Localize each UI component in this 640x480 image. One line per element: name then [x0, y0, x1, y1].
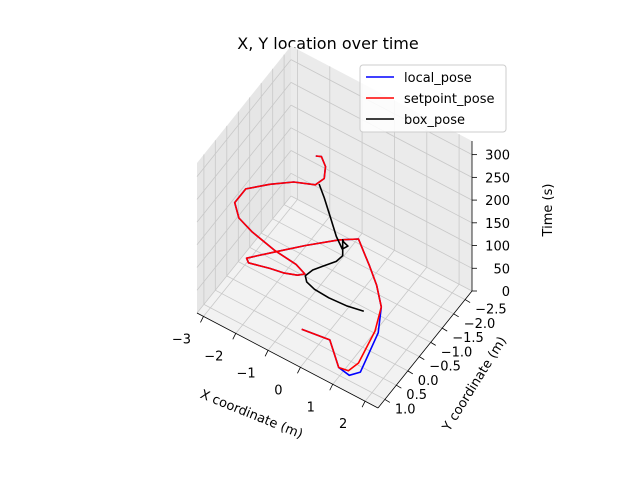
grid-lines	[196, 49, 473, 402]
y-tick-label: −0.5	[429, 360, 461, 375]
x-tick-mark	[329, 384, 334, 391]
y-tick-mark	[396, 384, 402, 389]
x-tick-mark	[200, 316, 204, 323]
legend-label: local_pose	[404, 71, 472, 86]
grid-line	[272, 218, 454, 315]
grid-line	[267, 233, 363, 351]
z-tick-label: 300	[485, 149, 510, 164]
y-tick-mark	[407, 370, 414, 375]
grid-line	[226, 275, 408, 372]
z-tick-label: 50	[493, 262, 510, 277]
y-tick-mark	[464, 299, 471, 303]
series-line-box-pose	[304, 183, 365, 313]
y-tick-mark	[441, 327, 448, 332]
legend-label: setpoint_pose	[404, 92, 495, 107]
y-tick-label: 0.5	[406, 388, 427, 403]
y-tick-label: 1.0	[395, 402, 416, 417]
grid-line	[364, 283, 460, 402]
grid-line	[238, 261, 420, 357]
grid-line	[290, 150, 473, 246]
grid-line	[215, 289, 397, 386]
left-pane	[197, 46, 291, 313]
grid-line	[196, 127, 292, 246]
x-tick-label: −2	[204, 349, 223, 364]
y-tick-label: −1.5	[452, 331, 484, 346]
x-axis-line	[196, 312, 379, 409]
legend-box	[359, 64, 507, 133]
x-axis-label: X coordinate (m)	[198, 387, 305, 442]
z-tick-label: 0	[502, 285, 510, 300]
y-tick-mark	[453, 313, 459, 318]
y-tick-label: 0.0	[418, 374, 439, 389]
axis-lines	[196, 141, 477, 409]
y-tick-label: −1.0	[441, 345, 473, 360]
grid-line	[290, 104, 473, 201]
series-lines	[233, 155, 383, 377]
floor-pane	[197, 196, 472, 408]
y-tick-label: −2.5	[475, 303, 507, 318]
grid-line	[300, 250, 395, 368]
grid-line	[290, 195, 473, 292]
y-tick-mark	[419, 356, 425, 360]
y-tick-mark	[430, 342, 436, 346]
grid-line	[196, 59, 292, 177]
z-tick-label: 150	[485, 217, 510, 232]
grid-line	[249, 247, 431, 343]
x-tick-mark	[361, 401, 366, 408]
z-tick-label: 250	[485, 171, 510, 186]
x-tick-label: −1	[237, 366, 256, 381]
grid-line	[290, 127, 473, 224]
grid-line	[196, 82, 292, 200]
x-tick-label: −3	[172, 332, 191, 347]
y-tick-label: −2.0	[464, 317, 496, 332]
legend-label: box_pose	[404, 113, 465, 128]
series-line-setpoint-pose	[233, 155, 383, 372]
grid-line	[235, 216, 331, 334]
x-tick-mark	[264, 350, 269, 357]
grid-line	[196, 104, 292, 223]
chart-title: X, Y location over time	[237, 34, 418, 53]
z-axis-label: Time (s)	[541, 184, 556, 238]
x-tick-label: 2	[339, 417, 347, 432]
grid-line	[196, 195, 292, 314]
x-tick-label: 0	[274, 383, 282, 398]
y-tick-mark	[384, 399, 391, 403]
grid-line	[196, 150, 292, 268]
y-axis-line	[377, 290, 473, 409]
legend: local_pose setpoint_pose box_pose	[359, 64, 507, 133]
tick-labels: −3 −2 −1 0 1 2 −2.5−2.0−1.5−1.0−0.50.00.51.0 0 5…	[172, 149, 510, 433]
x-tick-mark	[297, 367, 301, 374]
grid-line	[283, 204, 466, 300]
x-tick-mark	[232, 333, 237, 340]
grid-line	[196, 173, 292, 291]
x-tick-label: 1	[307, 400, 315, 415]
z-tick-label: 100	[485, 240, 510, 255]
grid-line	[203, 304, 386, 400]
z-tick-label: 200	[485, 194, 510, 209]
